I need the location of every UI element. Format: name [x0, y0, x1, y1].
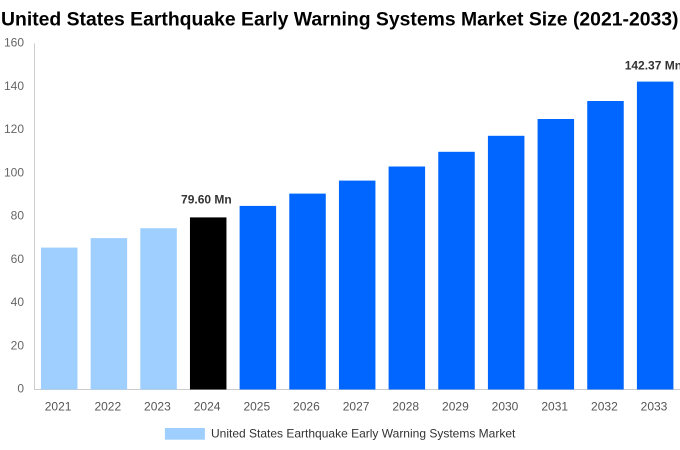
svg-text:40: 40	[11, 295, 25, 309]
svg-text:2032: 2032	[591, 400, 618, 414]
svg-text:120: 120	[4, 122, 24, 136]
svg-text:79.60 Mn: 79.60 Mn	[181, 193, 232, 207]
svg-text:2031: 2031	[541, 400, 568, 414]
svg-text:2028: 2028	[392, 400, 419, 414]
svg-text:2027: 2027	[343, 400, 370, 414]
svg-text:142.37 Mn: 142.37 Mn	[625, 58, 680, 72]
svg-text:0: 0	[17, 382, 24, 396]
svg-text:2025: 2025	[243, 400, 270, 414]
svg-text:140: 140	[4, 79, 24, 93]
svg-text:United States Earthquake Early: United States Earthquake Early Warning S…	[1, 10, 679, 31]
svg-text:2030: 2030	[492, 400, 519, 414]
svg-text:2023: 2023	[144, 400, 171, 414]
svg-text:60: 60	[11, 252, 25, 266]
svg-text:160: 160	[4, 36, 24, 50]
svg-text:2033: 2033	[641, 400, 668, 414]
svg-text:80: 80	[11, 209, 25, 223]
svg-text:2022: 2022	[94, 400, 121, 414]
svg-text:100: 100	[4, 165, 24, 179]
svg-text:2029: 2029	[442, 400, 469, 414]
svg-text:20: 20	[11, 338, 25, 352]
svg-text:2026: 2026	[293, 400, 320, 414]
svg-text:United States Earthquake Early: United States Earthquake Early Warning S…	[211, 426, 516, 440]
svg-text:2024: 2024	[194, 400, 221, 414]
svg-text:2021: 2021	[45, 400, 72, 414]
